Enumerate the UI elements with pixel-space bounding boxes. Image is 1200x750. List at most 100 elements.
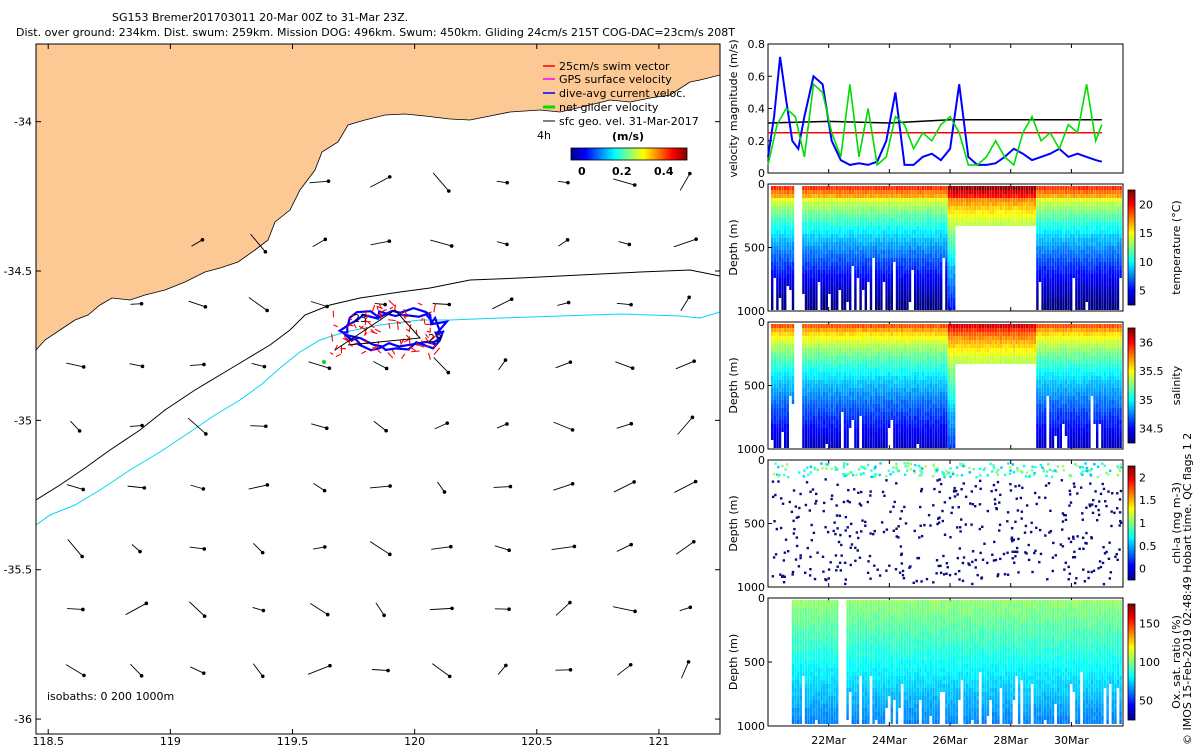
salinity-cell	[784, 420, 787, 424]
salinity-cell	[849, 396, 852, 400]
temperature-cell	[776, 206, 779, 210]
salinity-cell	[898, 332, 901, 336]
temperature-cell	[815, 282, 818, 286]
salinity-cell	[851, 400, 854, 404]
salinity-cell	[812, 368, 815, 372]
temperature-cell	[934, 298, 938, 302]
temperature-cell	[1077, 290, 1081, 294]
temperature-cell	[1077, 294, 1081, 298]
temperature-cell	[771, 222, 774, 226]
temperature-cell	[1044, 306, 1047, 310]
temperature-cell	[885, 270, 888, 274]
temperature-cell	[859, 270, 862, 274]
temperature-cell	[893, 210, 896, 214]
temperature-cell	[880, 306, 883, 310]
salinity-cell	[882, 328, 886, 332]
temperature-cell	[924, 226, 927, 230]
temperature-cell	[880, 198, 883, 202]
temperature-cell	[898, 294, 901, 298]
temperature-cell	[898, 282, 901, 286]
temperature-cell	[979, 214, 982, 218]
temperature-cell	[895, 186, 899, 190]
salinity-cell	[812, 392, 815, 396]
salinity-cell	[846, 400, 849, 404]
geo-velocity-arrow	[681, 661, 689, 679]
temperature-cell	[1051, 274, 1055, 278]
temperature-cell	[914, 262, 917, 266]
temperature-cell	[778, 242, 782, 246]
temperature-cell	[1038, 210, 1042, 214]
temperature-cell	[890, 214, 893, 218]
temperature-cell	[1023, 210, 1026, 214]
temperature-cell	[1096, 202, 1099, 206]
geo-velocity-arrowhead	[565, 238, 570, 242]
salinity-cell	[846, 376, 849, 380]
salinity-cell	[875, 352, 878, 356]
salinity-cell	[864, 384, 867, 388]
salinity-cell	[843, 404, 847, 408]
temperature-cell	[934, 258, 938, 262]
temperature-cell	[1085, 250, 1088, 254]
temperature-cell	[817, 234, 821, 238]
temperature-cell	[843, 194, 847, 198]
salinity-cell	[862, 396, 865, 400]
temperature-cell	[932, 306, 935, 310]
temperature-cell	[1080, 298, 1083, 302]
temperature-cell	[843, 258, 847, 262]
temperature-cell	[1015, 210, 1018, 214]
temperature-cell	[836, 206, 839, 210]
temperature-cell	[919, 218, 922, 222]
temperature-cell	[776, 286, 779, 290]
salinity-cell	[833, 436, 836, 440]
temperature-cell	[932, 190, 935, 194]
temperature-cell	[903, 238, 906, 242]
track-line	[334, 309, 422, 351]
temperature-cell	[849, 254, 852, 258]
temperature-cell	[960, 218, 964, 222]
temperature-cell	[854, 270, 857, 274]
temperature-cell	[971, 202, 974, 206]
salinity-cell	[836, 440, 839, 444]
salinity-cell	[864, 428, 867, 432]
temperature-cell	[1059, 262, 1062, 266]
salinity-cell	[862, 412, 865, 416]
temperature-cell	[1044, 238, 1047, 242]
salinity-cell	[846, 432, 849, 436]
salinity-cell	[781, 368, 784, 372]
salinity-cell	[815, 328, 818, 332]
temperature-cell	[1064, 278, 1068, 282]
salinity-cell	[885, 384, 888, 388]
temperature-cell	[864, 214, 867, 218]
temperature-cell	[862, 226, 865, 230]
temperature-cell	[1023, 198, 1026, 202]
temperature-cell	[1012, 186, 1016, 190]
salinity-cell	[817, 388, 821, 392]
salinity-cell	[890, 380, 893, 384]
temperature-cell	[1007, 210, 1010, 214]
temperature-cell	[1059, 242, 1062, 246]
temperature-cell	[838, 274, 841, 278]
temperature-cell	[864, 238, 867, 242]
salinity-cell	[820, 332, 823, 336]
salinity-cell	[885, 336, 888, 340]
temperature-cell	[862, 246, 865, 250]
temperature-cell	[807, 306, 810, 310]
temperature-cell	[940, 226, 943, 230]
temperature-cell	[1062, 190, 1065, 194]
temperature-cell	[1033, 190, 1036, 194]
geo-velocity-arrowhead	[505, 422, 509, 426]
salinity-cell	[895, 444, 899, 448]
temperature-cell	[914, 214, 917, 218]
salinity-cell	[836, 428, 839, 432]
salinity-cell	[771, 340, 774, 344]
salinity-cell	[781, 344, 784, 348]
salinity-cell	[895, 396, 899, 400]
salinity-cell	[825, 368, 828, 372]
salinity-cell	[786, 432, 789, 436]
temperature-cell	[843, 206, 847, 210]
temperature-cell	[1116, 306, 1120, 310]
temperature-cell	[849, 282, 852, 286]
temperature-cell	[823, 234, 826, 238]
temperature-cell	[1103, 250, 1107, 254]
temperature-cell	[1077, 202, 1081, 206]
